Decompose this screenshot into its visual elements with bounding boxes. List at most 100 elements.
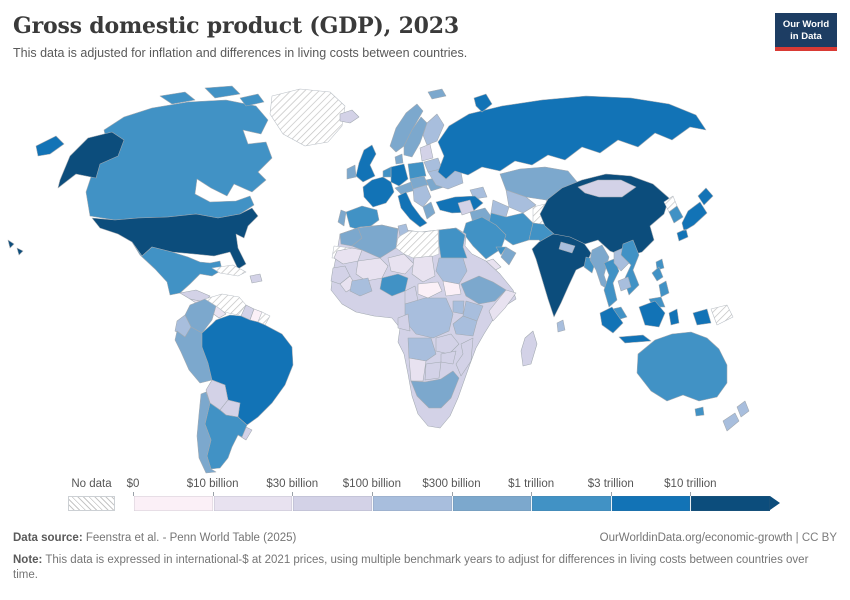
data-source-line: Data source: Feenstra et al. - Penn Worl… xyxy=(13,531,296,546)
legend-segment-5[interactable] xyxy=(531,496,611,511)
country-ireland[interactable] xyxy=(346,164,357,180)
data-source-label: Data source: xyxy=(13,532,83,544)
data-source-text: Feenstra et al. - Penn World Table (2025… xyxy=(82,532,297,544)
country-cambodia[interactable] xyxy=(617,276,632,292)
country-botswana[interactable] xyxy=(424,361,442,381)
country-uae-qatar[interactable] xyxy=(495,246,507,256)
country-svalbard[interactable] xyxy=(427,88,447,100)
country-australia[interactable] xyxy=(636,331,728,402)
legend-bar xyxy=(133,496,770,511)
country-balkans[interactable] xyxy=(412,184,432,208)
country-egypt[interactable] xyxy=(438,227,468,259)
country-greenland[interactable] xyxy=(269,88,346,147)
country-namibia[interactable] xyxy=(408,357,427,382)
country-gabon-congo[interactable] xyxy=(397,313,411,332)
country-tanzania[interactable] xyxy=(452,315,478,337)
map-legend: No data $0 $10 billion $30 billion $100 bil… xyxy=(0,477,850,519)
country-south-korea[interactable] xyxy=(668,205,684,224)
legend-tick-label-5: $1 trillion xyxy=(508,478,555,490)
country-oman[interactable] xyxy=(500,246,517,266)
country-portugal[interactable] xyxy=(337,209,347,227)
legend-tick-label-7: $10 trillion xyxy=(664,478,717,490)
country-venezuela[interactable] xyxy=(204,293,247,316)
legend-tick-label-1: $10 billion xyxy=(186,478,239,490)
country-italy[interactable] xyxy=(397,191,428,228)
country-canada-arctic-islands[interactable] xyxy=(159,85,265,107)
owid-logo-line2: in Data xyxy=(790,30,822,42)
legend-segment-6[interactable] xyxy=(610,496,691,511)
country-cote-divoire-ghana[interactable] xyxy=(349,277,373,297)
world-choropleth-map xyxy=(7,85,750,474)
country-taiwan[interactable] xyxy=(655,258,665,271)
legend-segment-4[interactable] xyxy=(451,496,532,511)
country-nepal[interactable] xyxy=(558,241,576,254)
country-japan[interactable] xyxy=(676,187,714,242)
country-spain[interactable] xyxy=(345,205,380,232)
country-papua-new-guinea[interactable] xyxy=(710,304,734,326)
country-france[interactable] xyxy=(362,176,395,208)
country-mozambique[interactable] xyxy=(455,337,474,377)
legend-tick-label-2: $30 billion xyxy=(266,478,319,490)
country-somalia[interactable] xyxy=(488,289,517,322)
country-united-states-hawaii[interactable] xyxy=(7,239,24,256)
country-chile[interactable] xyxy=(196,391,217,474)
country-philippines[interactable] xyxy=(651,266,670,298)
country-russia-novaya-zemlya[interactable] xyxy=(473,93,493,113)
country-uzbekistan[interactable] xyxy=(505,189,537,214)
country-russia[interactable] xyxy=(437,95,707,180)
country-iceland[interactable] xyxy=(339,109,360,124)
legend-ticks xyxy=(133,492,783,496)
legend-segment-1[interactable] xyxy=(212,496,293,511)
country-niger[interactable] xyxy=(387,253,415,275)
country-uganda[interactable] xyxy=(452,300,465,315)
country-cuba[interactable] xyxy=(211,264,247,277)
attribution-separator: | xyxy=(792,532,802,544)
country-hispaniola[interactable] xyxy=(249,273,263,284)
country-australia-tasmania[interactable] xyxy=(694,406,705,417)
country-united-kingdom[interactable] xyxy=(355,144,377,183)
country-greece[interactable] xyxy=(422,201,436,220)
owid-link[interactable]: OurWorldinData.org/economic-growth xyxy=(599,532,793,544)
legend-tick-labels: $0 $10 billion $30 billion $100 billion $300… xyxy=(127,478,783,492)
country-russia-chukotka[interactable] xyxy=(35,135,65,157)
country-poland[interactable] xyxy=(407,161,427,180)
note-label: Note: xyxy=(13,554,43,566)
country-brazil[interactable] xyxy=(201,314,294,426)
country-angola[interactable] xyxy=(407,337,437,362)
country-germany[interactable] xyxy=(390,163,409,187)
country-mexico[interactable] xyxy=(131,241,223,296)
legend-no-data-swatch[interactable] xyxy=(68,496,115,511)
legend-tick-label-0: $0 xyxy=(126,478,140,490)
country-ethiopia[interactable] xyxy=(460,275,507,305)
country-canada[interactable] xyxy=(85,99,273,221)
page-title: Gross domestic product (GDP), 2023 xyxy=(13,13,459,39)
legend-segment-3[interactable] xyxy=(371,496,452,511)
country-south-africa[interactable] xyxy=(410,370,460,409)
country-indonesia[interactable] xyxy=(599,300,712,344)
legend-tick-label-6: $3 trillion xyxy=(587,478,634,490)
country-zimbabwe[interactable] xyxy=(440,350,457,365)
country-finland[interactable] xyxy=(422,113,445,146)
legend-tick-label-3: $100 billion xyxy=(342,478,401,490)
country-baltics[interactable] xyxy=(419,143,434,162)
country-denmark[interactable] xyxy=(394,153,404,165)
legend-segment-0[interactable] xyxy=(133,496,213,511)
country-zambia[interactable] xyxy=(435,333,460,355)
owid-logo[interactable]: Our World in Data xyxy=(775,13,837,51)
country-united-states-alaska[interactable] xyxy=(57,131,125,189)
country-madagascar[interactable] xyxy=(520,330,538,367)
country-central-african-republic[interactable] xyxy=(417,281,443,299)
legend-segment-2[interactable] xyxy=(292,496,372,511)
note-text: This data is expressed in international-… xyxy=(13,554,809,581)
country-benelux[interactable] xyxy=(382,166,392,178)
country-south-sudan[interactable] xyxy=(442,280,462,297)
country-china[interactable] xyxy=(539,173,670,258)
chart-header: Gross domestic product (GDP), 2023 This … xyxy=(13,13,760,61)
country-new-zealand[interactable] xyxy=(722,400,750,432)
country-sri-lanka[interactable] xyxy=(556,319,566,333)
country-mongolia[interactable] xyxy=(577,179,637,198)
country-norway[interactable] xyxy=(389,103,424,153)
chart-footer: Data source: Feenstra et al. - Penn Worl… xyxy=(13,531,837,583)
country-chad[interactable] xyxy=(411,255,436,283)
legend-segment-7[interactable] xyxy=(690,496,770,511)
